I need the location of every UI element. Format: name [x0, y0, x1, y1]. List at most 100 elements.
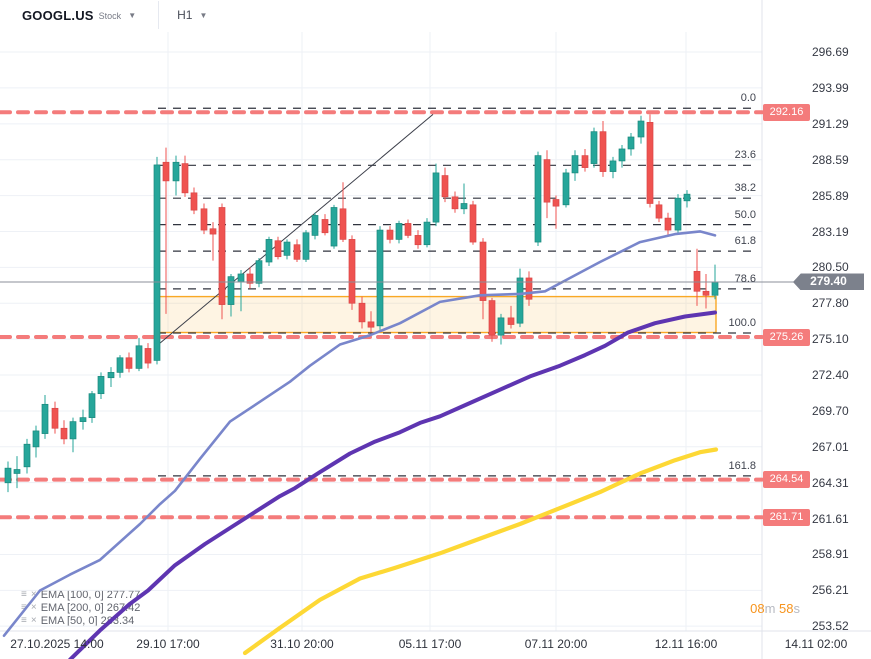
instrument-type-label: Stock: [98, 11, 122, 21]
candle: [339, 208, 347, 240]
price-tick-label: 275.10: [812, 332, 849, 347]
price-tick-label: 296.69: [812, 45, 849, 59]
candle: [4, 467, 12, 484]
candle: [32, 430, 40, 448]
candle: [432, 172, 440, 223]
symbol-caret-icon: ▼: [128, 10, 137, 20]
price-tick-label: 277.80: [812, 296, 849, 311]
legend-row-ema-100: ≡ × EMA [100, 0] 277.77: [21, 588, 140, 601]
indicator-settings-icon[interactable]: ≡: [21, 588, 27, 600]
candle: [655, 204, 663, 219]
candle: [13, 469, 21, 474]
candle: [227, 276, 235, 305]
price-tick-label: 293.99: [812, 80, 849, 95]
candle: [376, 229, 384, 327]
candle: [41, 403, 49, 434]
fib-label: 0.0: [740, 92, 756, 105]
candle: [125, 357, 133, 369]
candle: [637, 120, 645, 138]
candle: [348, 239, 356, 304]
candle: [218, 207, 226, 305]
candle: [627, 136, 635, 150]
legend-row-ema-50: ≡ × EMA [50, 0] 283.34: [21, 614, 140, 627]
candle: [525, 277, 533, 300]
candle: [144, 348, 152, 364]
candle: [497, 317, 505, 336]
candle: [386, 229, 394, 240]
fib-label: 38.2: [734, 182, 756, 195]
indicator-close-icon[interactable]: ×: [30, 588, 37, 600]
time-tick-label: 05.11 17:00: [398, 637, 462, 651]
fib-label: 50.0: [734, 208, 756, 221]
candle: [172, 161, 180, 182]
legend-label: EMA [100, 0] 277.77: [40, 588, 141, 601]
candle: [23, 443, 31, 468]
price-tick-label: 280.50: [812, 260, 849, 275]
level-badge: 292.16: [763, 103, 810, 121]
symbol-selector[interactable]: GOOGL.US Stock ▼: [0, 8, 136, 23]
ema-100-line: [68, 310, 717, 659]
legend-row-ema-200: ≡ × EMA [200, 0] 267.42: [21, 601, 140, 614]
candle: [88, 393, 96, 418]
candle: [311, 215, 319, 236]
ema-200-line: [242, 447, 719, 656]
level-badge: 275.26: [763, 328, 810, 346]
indicator-legend: ≡ × EMA [100, 0] 277.77 ≡ × EMA [200, 0]…: [21, 588, 140, 627]
indicator-close-icon[interactable]: ×: [30, 614, 37, 626]
price-tick-label: 264.31: [812, 475, 849, 490]
candle: [283, 241, 291, 256]
candle: [469, 204, 477, 243]
timer-minutes: 08: [750, 601, 765, 616]
candle: [302, 232, 310, 260]
indicator-settings-icon[interactable]: ≡: [21, 601, 27, 613]
candle: [153, 164, 161, 361]
candle: [135, 345, 143, 369]
candle: [255, 260, 263, 284]
candle: [51, 407, 59, 429]
candle: [404, 223, 412, 236]
candle: [571, 155, 579, 174]
candle: [488, 300, 496, 336]
candle: [274, 240, 282, 258]
candle: [367, 321, 375, 328]
timeframe-caret-icon: ▼: [199, 10, 208, 20]
timer-seconds: 58: [779, 601, 794, 616]
candle: [516, 277, 524, 324]
timeframe-selector[interactable]: H1 ▼: [159, 8, 207, 22]
time-tick-label: 07.11 20:00: [524, 637, 588, 651]
price-tick-label: 288.59: [812, 152, 849, 167]
candle: [330, 207, 338, 247]
candle: [321, 219, 329, 234]
candle-countdown-timer: 08m 58s: [750, 601, 800, 616]
indicator-settings-icon[interactable]: ≡: [21, 614, 27, 626]
candle: [69, 421, 77, 440]
zone-rect: [157, 295, 717, 334]
fib-label: 23.6: [734, 149, 756, 162]
timeframe-label: H1: [177, 8, 193, 22]
time-tick-label: 31.10 20:00: [270, 637, 334, 651]
time-tick-label: 27.10.2025 14:00: [10, 637, 104, 651]
price-tick-label: 291.29: [812, 116, 849, 131]
price-tick-label: 283.19: [812, 224, 849, 239]
price-tick-label: 272.40: [812, 368, 849, 383]
candle: [79, 417, 87, 422]
candle: [609, 160, 617, 172]
symbol-label: GOOGL.US: [22, 7, 94, 23]
candle: [181, 163, 189, 194]
candle: [599, 131, 607, 172]
candle: [293, 244, 301, 260]
candle: [618, 148, 626, 162]
candle: [265, 239, 273, 263]
candle: [97, 376, 105, 395]
legend-label: EMA [200, 0] 267.42: [40, 601, 141, 614]
candle: [507, 317, 515, 325]
candle: [674, 197, 682, 231]
candle: [581, 155, 589, 168]
indicator-close-icon[interactable]: ×: [30, 601, 37, 613]
legend-label: EMA [50, 0] 283.34: [40, 614, 135, 627]
candle: [237, 273, 245, 283]
candle: [423, 221, 431, 246]
candle: [200, 208, 208, 231]
candle: [702, 290, 710, 296]
candle: [451, 196, 459, 210]
